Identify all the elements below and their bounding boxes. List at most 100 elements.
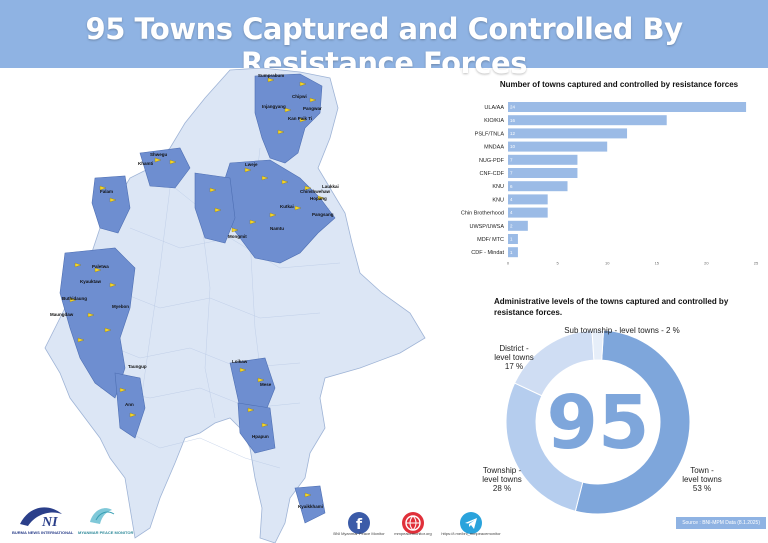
donut-chart-title: Administrative levels of the towns captu…: [494, 297, 729, 317]
dove-logo-icon: [90, 508, 115, 524]
myanmar-map: Sumprabum Injangyang Chipwi Pangwar Kan …: [0, 68, 460, 543]
map-svg: Sumprabum Injangyang Chipwi Pangwar Kan …: [0, 68, 460, 543]
telegram-label[interactable]: https://t.me/bni_mmpeacemonitor: [441, 531, 501, 536]
town-label: Khamti: [138, 161, 153, 166]
town-label: Pangwar: [303, 106, 322, 111]
bar-category-label: KNU: [492, 184, 504, 190]
bar-value-label: 12: [510, 131, 516, 136]
bar: [508, 154, 578, 165]
bar-chart-title: Number of towns captured and controlled …: [499, 80, 739, 89]
bar: [508, 194, 548, 205]
bar-category-label: PSLF/TNLA: [475, 131, 505, 137]
bar-value-label: 24: [510, 105, 516, 110]
town-label: Injangyang: [262, 104, 286, 109]
label-town: Town - level towns 53 %: [672, 466, 732, 493]
controlled-regions: [59, 73, 336, 524]
label-town-line2: level towns: [682, 475, 722, 484]
town-label: Loikaw: [232, 359, 248, 364]
bar-value-label: 4: [510, 210, 513, 215]
mpm-name: MYANMAR PEACE MONITOR: [78, 530, 134, 535]
x-tick-label: 10: [605, 260, 610, 265]
globe-icon[interactable]: [402, 512, 424, 534]
town-label: Kan Paik Ti: [288, 116, 312, 121]
township-boundaries: [89, 147, 341, 469]
bni-logo-icon: NI: [20, 507, 62, 530]
bar-category-label: Chin Brotherhood: [461, 211, 504, 217]
bar-category-label: UWSP/UWSA: [469, 224, 504, 230]
label-district-pct: 17 %: [504, 362, 524, 371]
bar: [508, 247, 518, 258]
bar: [508, 168, 578, 178]
bar: [508, 102, 747, 112]
telegram-icon[interactable]: [460, 512, 482, 534]
label-district-line1: District -: [499, 344, 529, 353]
website-label[interactable]: mmpeacemonitor.org: [394, 531, 432, 536]
bar-category-label: ULA/AA: [484, 105, 504, 111]
town-label: Mongmit: [228, 234, 247, 239]
town-label: Chipwi: [292, 94, 307, 99]
donut-slice: [591, 329, 605, 361]
town-label: Hopang: [310, 196, 327, 201]
tanintharyi-controlled: [294, 485, 326, 524]
town-label: Sumprabum: [258, 73, 284, 78]
town-label: Ann: [125, 402, 134, 407]
bni-name: BURMA NEWS INTERNATIONAL: [12, 530, 74, 535]
bar: [508, 128, 628, 139]
bar-value-label: 6: [510, 184, 513, 189]
facebook-icon[interactable]: f: [348, 512, 370, 534]
town-label: Shwegu: [150, 152, 168, 157]
bar-category-label: CNF-CDF: [480, 171, 505, 177]
bar-value-label: 10: [510, 144, 516, 149]
town-label: Chinshwehaw: [300, 189, 331, 194]
x-tick-label: 20: [704, 260, 709, 265]
title-banner: 95 Towns Captured and Controlled By Resi…: [0, 0, 768, 80]
bar-value-label: 1: [510, 237, 513, 242]
town-label: Hpapun: [252, 434, 269, 439]
bar: [508, 181, 568, 192]
x-tick-label: 15: [655, 260, 660, 265]
bar-category-label: KIO/KIA: [484, 118, 504, 124]
label-township-pct: 28 %: [492, 484, 512, 493]
label-town-pct: 53 %: [692, 484, 712, 493]
town-labels: Sumprabum Injangyang Chipwi Pangwar Kan …: [50, 73, 339, 509]
bar-category-label: CDF - Mindat: [471, 250, 504, 256]
x-tick-label: 0: [507, 260, 510, 265]
label-district-line2: level towns: [494, 353, 534, 362]
town-label: Maungdaw: [50, 312, 74, 317]
bar: [508, 220, 528, 231]
source-note: Source : BNI-MPM Data (8.1.2025): [676, 517, 766, 529]
bar-category-label: NUG-PDF: [479, 158, 505, 164]
town-label: Kyaikkhami: [298, 504, 323, 509]
town-label: Kyauktaw: [80, 279, 102, 284]
bar-value-label: 1: [510, 250, 513, 255]
chin-controlled: [91, 175, 131, 234]
town-label: Myebon: [112, 304, 129, 309]
bar: [508, 207, 548, 218]
bar: [508, 115, 667, 126]
bar-value-label: 7: [510, 157, 513, 162]
label-town-line1: Town -: [690, 466, 714, 475]
town-label: Lweje: [245, 162, 258, 167]
donut-chart: 95: [505, 329, 691, 515]
bar-value-label: 7: [510, 171, 513, 176]
bar-category-label: MDF/ MTC: [477, 237, 504, 243]
svg-text:NI: NI: [41, 515, 58, 530]
bar-value-label: 4: [510, 197, 513, 202]
donut-slice: [574, 329, 691, 515]
town-label: Mese: [260, 382, 272, 387]
karenni-controlled: [229, 357, 276, 414]
town-label: Taungup: [128, 364, 147, 369]
label-district: District - level towns 17 %: [484, 344, 544, 371]
label-township-line2: level towns: [482, 475, 522, 484]
donut-center-value: 95: [547, 380, 650, 466]
bar-category-label: KNU: [492, 197, 504, 203]
label-township-line1: Township -: [482, 466, 522, 475]
bar-category-label: MNDAA: [484, 145, 504, 151]
bar-value-label: 16: [510, 118, 516, 123]
town-label: Falam: [100, 189, 113, 194]
facebook-label[interactable]: BNI Myanmar Peace Monitor: [333, 531, 385, 536]
town-label: Paletwa: [92, 264, 109, 269]
town-flags: [69, 77, 325, 498]
town-label: Laukkai: [322, 184, 339, 189]
